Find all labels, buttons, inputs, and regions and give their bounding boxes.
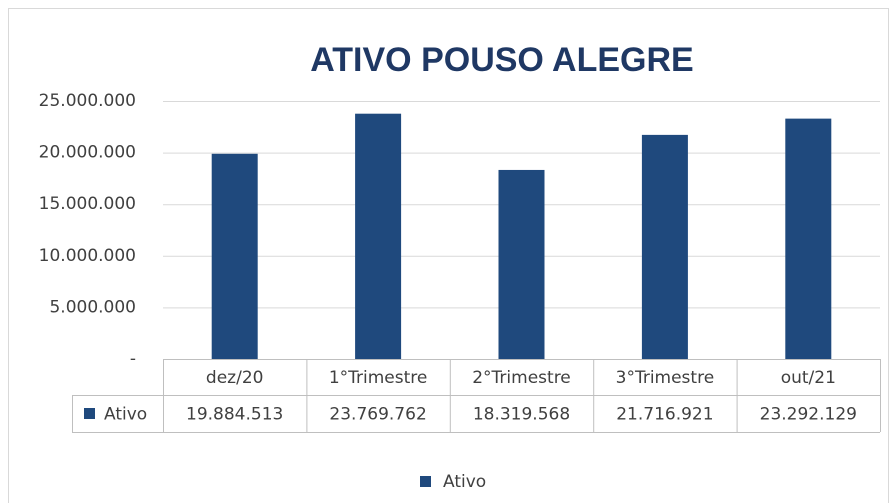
bar bbox=[498, 169, 545, 359]
y-tick-label: 25.000.000 bbox=[39, 91, 136, 111]
x-tick-label: out/21 bbox=[781, 368, 836, 388]
bar bbox=[211, 153, 258, 359]
legend-key bbox=[420, 476, 431, 487]
table-value: 18.319.568 bbox=[473, 405, 570, 425]
x-tick-label: dez/20 bbox=[206, 368, 264, 388]
bar bbox=[785, 118, 832, 359]
bar bbox=[641, 134, 688, 359]
y-tick-label: - bbox=[130, 349, 136, 369]
legend-key bbox=[84, 408, 95, 419]
y-tick-label: 20.000.000 bbox=[39, 143, 136, 163]
x-tick-label: 2°Trimestre bbox=[472, 368, 571, 388]
chart-border bbox=[8, 8, 889, 503]
x-tick-label: 1°Trimestre bbox=[329, 368, 428, 388]
table-series-name: Ativo bbox=[104, 405, 147, 425]
legend-label: Ativo bbox=[443, 472, 486, 492]
y-tick-label: 10.000.000 bbox=[39, 246, 136, 266]
x-tick-label: 3°Trimestre bbox=[616, 368, 715, 388]
table-value: 21.716.921 bbox=[616, 405, 713, 425]
y-tick-label: 5.000.000 bbox=[49, 297, 136, 317]
table-value: 19.884.513 bbox=[186, 405, 283, 425]
y-tick-label: 15.000.000 bbox=[39, 194, 136, 214]
table-value: 23.769.762 bbox=[329, 405, 426, 425]
chart-title: ATIVO POUSO ALEGRE bbox=[310, 41, 693, 79]
table-value: 23.292.129 bbox=[760, 405, 857, 425]
bar bbox=[355, 113, 402, 360]
